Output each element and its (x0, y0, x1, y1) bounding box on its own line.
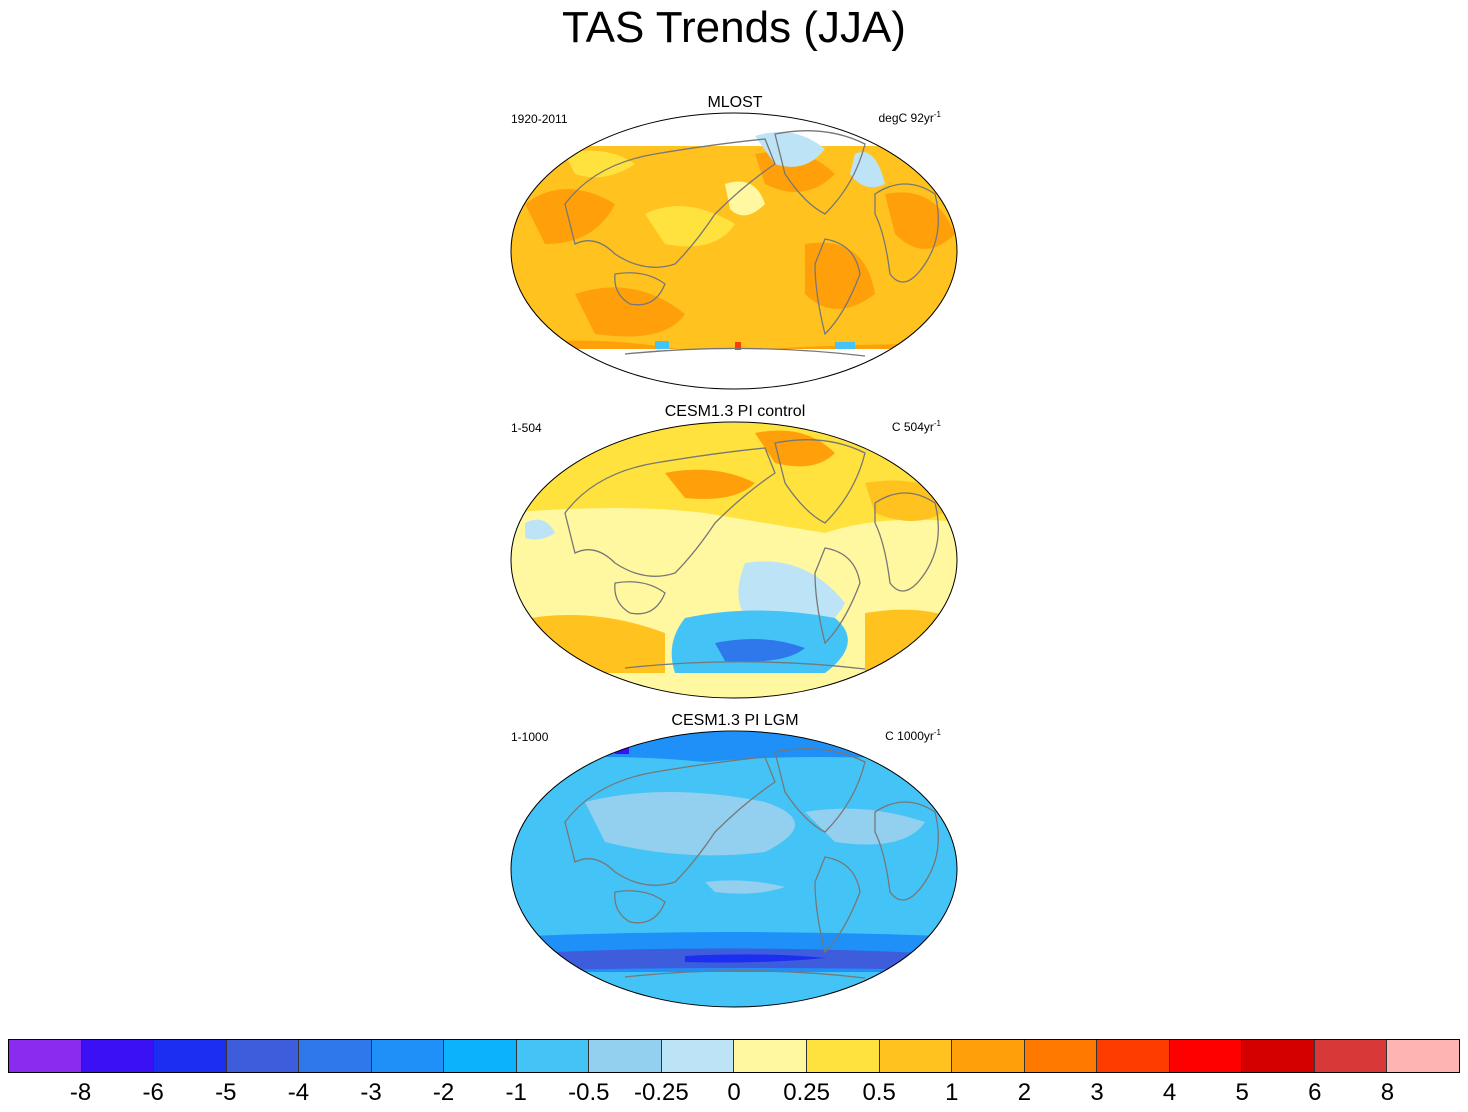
colorbar-tick-label: 0 (727, 1079, 741, 1106)
colorbar-tick-label: -3 (360, 1079, 382, 1106)
colorbar-tick-label: -1 (505, 1079, 527, 1106)
panel-title: CESM1.3 PI LGM (671, 712, 799, 729)
colorbar-tick-label: 1 (945, 1079, 959, 1106)
colorbar-tick-label: -0.25 (634, 1079, 689, 1106)
colorbar-tick-label: 8 (1380, 1079, 1395, 1106)
colorbar-box (81, 1040, 155, 1072)
period-label: 1-504 (511, 421, 542, 435)
colorbar-box (1242, 1040, 1315, 1072)
map-panel-mlost: MLOST 1920-2011 degC 92yr-1 (505, 94, 965, 394)
colorbar-box (1387, 1040, 1459, 1072)
colorbar-tick-label: 4 (1162, 1079, 1177, 1106)
colorbar-box (1024, 1040, 1098, 1072)
colorbar-tick-label: -8 (69, 1079, 92, 1106)
colorbar-box (1097, 1040, 1170, 1072)
colorbar-box (444, 1040, 517, 1072)
colorbar-tick-label: -5 (215, 1079, 237, 1106)
colorbar-box (371, 1040, 445, 1072)
colorbar-labels: -8 -6 -5 -4 -3 -2 -1 -0.5 -0.25 0 0.25 0.5 1 2 3 4 5 6 8 (8, 1078, 1460, 1108)
colorbar-box (879, 1040, 953, 1072)
colorbar-tick-label: -6 (142, 1079, 164, 1106)
colorbar-box (1169, 1040, 1243, 1072)
units-label: C 1000yr-1 (885, 728, 941, 743)
figure-title: TAS Trends (JJA) (562, 3, 906, 52)
colorbar-box (226, 1040, 300, 1072)
map-panel-pi-control: CESM1.3 PI control 1-504 C 504yr-1 (505, 403, 965, 703)
period-label: 1-1000 (511, 730, 549, 744)
colorbar-tick-label: 0.5 (862, 1079, 896, 1106)
period-label: 1920-2011 (511, 112, 568, 126)
colorbar-box (952, 1040, 1025, 1072)
colorbar-box (516, 1040, 590, 1072)
colorbar-box (734, 1040, 808, 1072)
panel-title: MLOST (707, 94, 763, 111)
world-map (510, 421, 958, 699)
map-panel-pi-lgm: CESM1.3 PI LGM 1-1000 C 1000yr-1 (505, 712, 965, 1012)
units-label: C 504yr-1 (891, 419, 941, 434)
colorbar-box (589, 1040, 662, 1072)
colorbar-tick-label: 3 (1090, 1079, 1104, 1106)
colorbar (8, 1039, 1460, 1073)
colorbar-tick-label: 6 (1308, 1079, 1322, 1106)
world-map (510, 730, 958, 1008)
colorbar-box (299, 1040, 372, 1072)
colorbar-tick-label: 2 (1017, 1079, 1032, 1106)
world-map (510, 112, 958, 390)
colorbar-box (661, 1040, 735, 1072)
units-label: degC 92yr-1 (878, 110, 942, 125)
colorbar-tick-label: -2 (432, 1079, 455, 1106)
colorbar-tick-label: -4 (287, 1079, 310, 1106)
colorbar-box (9, 1040, 82, 1072)
colorbar-box (1314, 1040, 1388, 1072)
colorbar-tick-label: 0.25 (783, 1079, 830, 1106)
colorbar-tick-label: -0.5 (568, 1079, 610, 1106)
colorbar-box (807, 1040, 880, 1072)
colorbar-box (154, 1040, 227, 1072)
colorbar-tick-label: 5 (1235, 1079, 1249, 1106)
panel-title: CESM1.3 PI control (664, 403, 806, 420)
